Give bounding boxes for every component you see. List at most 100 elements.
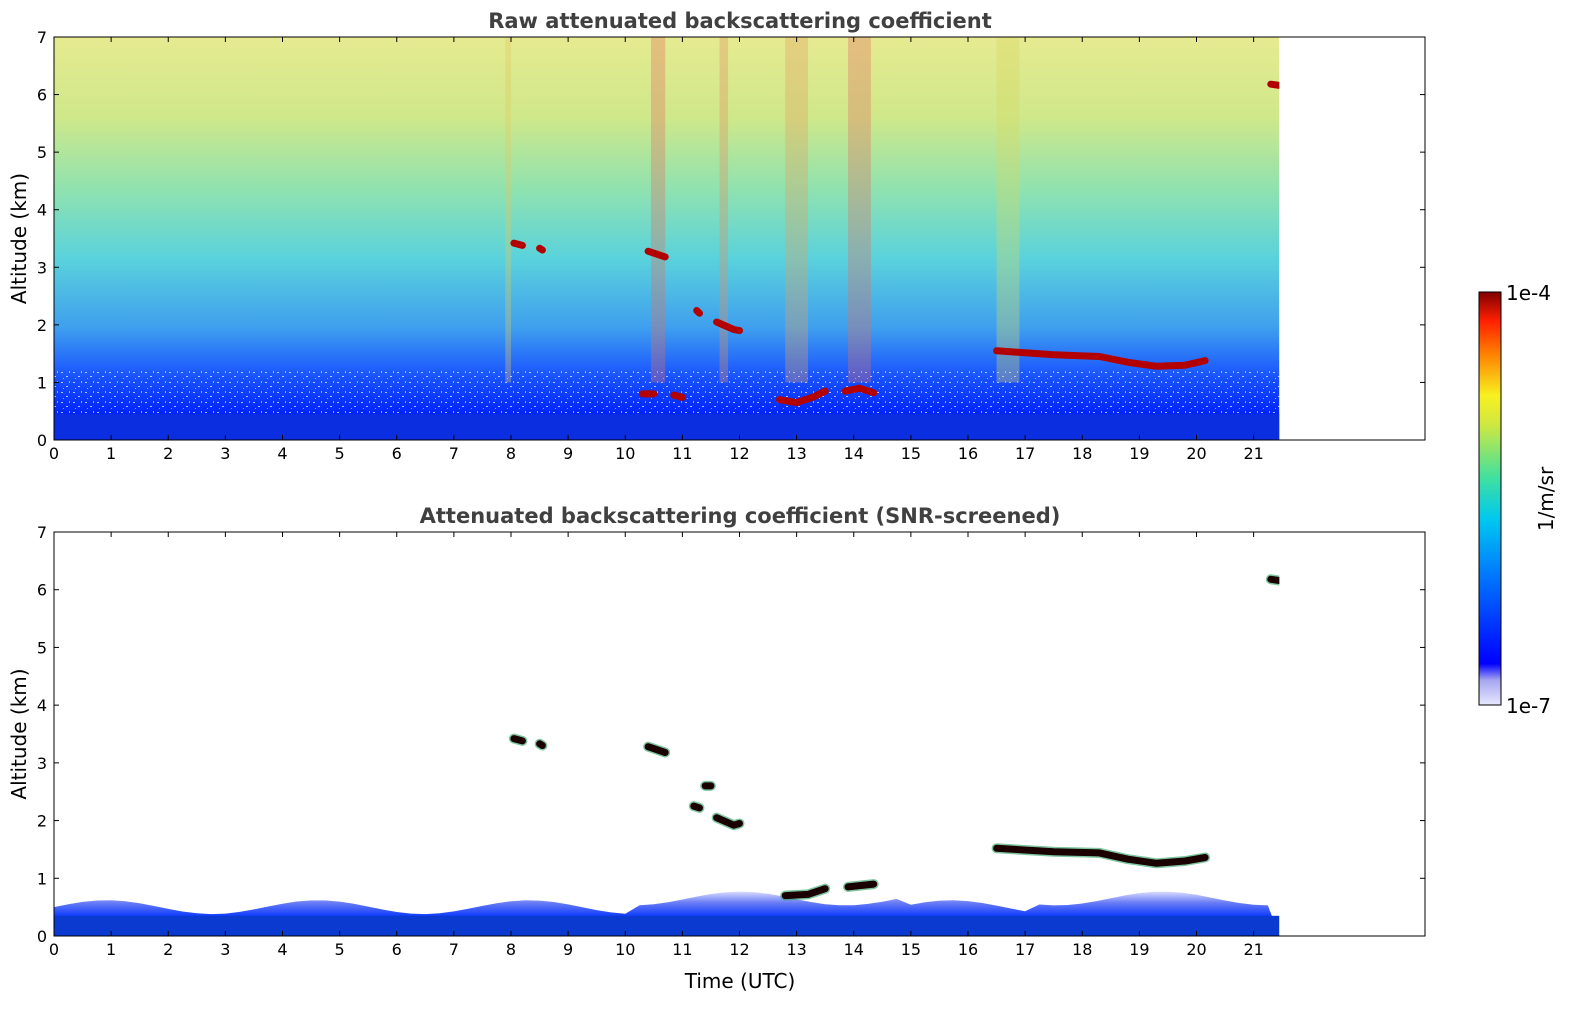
boundary-layer-core (54, 915, 1280, 936)
x-tick-label: 8 (506, 444, 516, 463)
x-tick-label: 14 (844, 940, 864, 959)
raw-backscatter-panel: Raw attenuated backscattering coefficien… (7, 9, 1426, 463)
noise-streak (719, 37, 729, 383)
cloud-layer (644, 743, 669, 756)
noise-streak (785, 37, 809, 383)
x-tick-label: 8 (506, 940, 516, 959)
x-tick-label: 14 (844, 444, 864, 463)
x-tick-label: 21 (1243, 444, 1263, 463)
x-tick-label: 17 (1015, 940, 1035, 959)
cloud-layer (993, 347, 1209, 370)
noise-streak (996, 37, 1020, 383)
x-tick-label: 10 (615, 444, 635, 463)
colorbar-unit-label: 1/m/sr (1534, 466, 1558, 531)
cloud-layer (1267, 575, 1280, 584)
y-tick-label: 7 (37, 523, 47, 542)
cloud-layer (841, 384, 878, 397)
cloud-layer (690, 802, 703, 812)
x-tick-label: 5 (335, 940, 345, 959)
x-tick-label: 11 (672, 940, 692, 959)
x-tick-label: 1 (106, 940, 116, 959)
x-tick-label: 2 (163, 444, 173, 463)
snr-plot-frame (53, 531, 1426, 937)
cloud-layer (510, 239, 526, 249)
snr-panel-title: Attenuated backscattering coefficient (S… (420, 504, 1061, 528)
cloud-layer (713, 814, 743, 829)
noise-speckle (54, 370, 1280, 420)
y-tick-label: 4 (37, 201, 47, 220)
cloud-layer (844, 880, 878, 891)
x-tick-label: 3 (220, 444, 230, 463)
cloud-layer (993, 844, 1209, 867)
y-tick-label: 0 (37, 927, 47, 946)
colorbar-gradient (1478, 291, 1502, 706)
x-tick-label: 6 (392, 444, 402, 463)
cloud-layer (670, 391, 686, 401)
x-tick-label: 4 (277, 444, 287, 463)
x-tick-label: 1 (106, 444, 116, 463)
snr-y-axis: 0 1 2 3 4 5 6 7 (37, 523, 1425, 946)
cloud-layer (510, 735, 526, 745)
x-tick-label: 18 (1072, 940, 1092, 959)
x-tick-label: 12 (729, 940, 749, 959)
y-tick-label: 3 (37, 754, 47, 773)
x-tick-label: 7 (449, 940, 459, 959)
raw-panel-title: Raw attenuated backscattering coefficien… (488, 9, 992, 33)
x-tick-label: 19 (1129, 940, 1149, 959)
noise-streak (650, 37, 666, 383)
y-tick-label: 6 (37, 581, 47, 600)
x-tick-label: 3 (220, 940, 230, 959)
x-tick-label: 10 (615, 940, 635, 959)
y-tick-label: 2 (37, 812, 47, 831)
x-tick-label: 13 (786, 444, 806, 463)
raw-y-axis: 0 1 2 3 4 5 6 7 (37, 28, 1425, 450)
snr-heatmap-area (54, 574, 1280, 936)
snr-x-axis-label: Time (UTC) (684, 969, 796, 993)
x-tick-label: 11 (672, 444, 692, 463)
y-tick-label: 2 (37, 316, 47, 335)
x-tick-label: 17 (1015, 444, 1035, 463)
cloud-layer (644, 247, 669, 261)
x-tick-label: 9 (563, 940, 573, 959)
x-tick-label: 5 (335, 444, 345, 463)
y-tick-label: 7 (37, 28, 47, 47)
colorbar: 1e-4 1e-7 1/m/sr (1478, 281, 1558, 718)
y-tick-label: 1 (37, 373, 47, 392)
y-tick-label: 4 (37, 696, 47, 715)
x-tick-label: 12 (729, 444, 749, 463)
boundary-layer (54, 414, 1280, 440)
x-tick-label: 15 (901, 940, 921, 959)
x-tick-label: 9 (563, 444, 573, 463)
cloud-layer (713, 318, 743, 335)
x-tick-label: 16 (958, 444, 978, 463)
x-tick-label: 16 (958, 940, 978, 959)
x-tick-label: 7 (449, 444, 459, 463)
y-tick-label: 1 (37, 869, 47, 888)
colorbar-min-label: 1e-7 (1506, 694, 1551, 718)
raw-x-axis: 0 1 2 3 4 5 6 7 8 9 10 11 12 13 14 15 16 17 18 19 20 21 (49, 37, 1264, 463)
snr-x-axis: 0 1 2 3 4 5 6 7 8 9 10 11 12 13 14 15 16 17 18 19 20 21 (49, 532, 1264, 959)
x-tick-label: 2 (163, 940, 173, 959)
y-tick-label: 5 (37, 638, 47, 657)
colorbar-max-label: 1e-4 (1506, 281, 1551, 305)
x-tick-label: 13 (786, 940, 806, 959)
x-tick-label: 21 (1243, 940, 1263, 959)
cloud-layer (536, 244, 546, 254)
raw-y-axis-label: Altitude (km) (7, 173, 31, 304)
snr-y-axis-label: Altitude (km) (7, 668, 31, 799)
cloud-layer (781, 885, 829, 900)
noise-streak (848, 37, 871, 383)
x-tick-label: 6 (392, 940, 402, 959)
x-tick-label: 15 (901, 444, 921, 463)
noise-streak (505, 37, 511, 383)
x-tick-label: 20 (1186, 444, 1206, 463)
cloud-layer (776, 387, 829, 407)
raw-heatmap-area (54, 37, 1280, 440)
snr-screened-panel: Attenuated backscattering coefficient (S… (7, 504, 1426, 993)
y-tick-label: 0 (37, 431, 47, 450)
x-tick-label: 4 (277, 940, 287, 959)
x-tick-label: 0 (49, 444, 59, 463)
x-tick-label: 0 (49, 940, 59, 959)
